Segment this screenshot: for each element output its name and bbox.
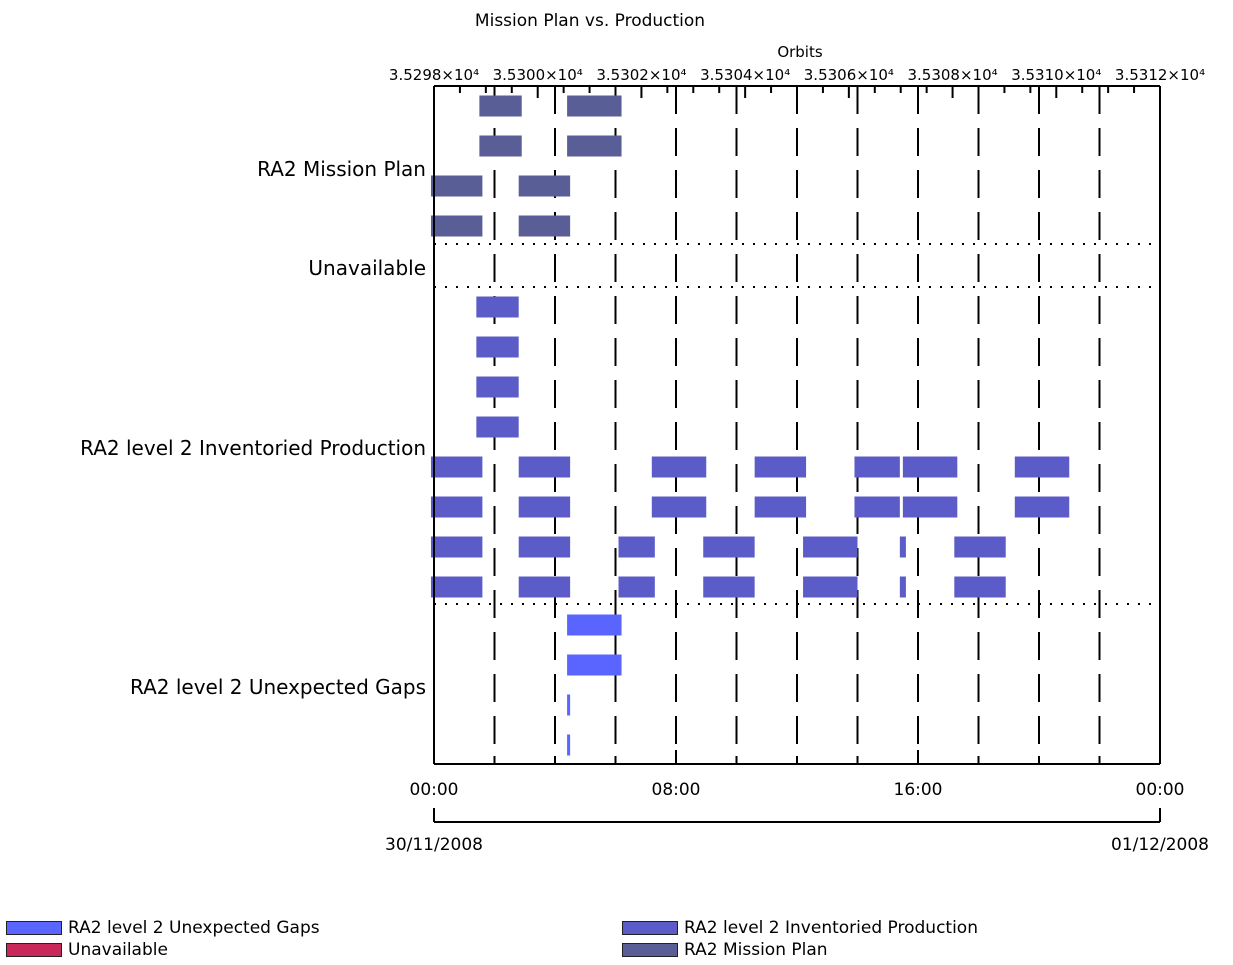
top-axis-label: Orbits	[777, 43, 823, 61]
bottom-tick-label: 00:00	[410, 780, 459, 800]
interval-bar	[430, 576, 483, 598]
interval-bar	[902, 496, 958, 518]
legend-swatch	[622, 921, 678, 935]
interval-bar	[430, 496, 483, 518]
interval-bar	[1014, 496, 1070, 518]
legend-swatch	[622, 943, 678, 957]
row-labels: RA2 Mission Plan Unavailable RA2 level 2 I…	[80, 157, 426, 699]
interval-bar	[476, 336, 519, 358]
interval-bar	[803, 536, 858, 558]
interval-bar	[518, 576, 571, 598]
row-label: Unavailable	[308, 256, 426, 280]
interval-bar	[518, 456, 571, 478]
chart-title: Mission Plan vs. Production	[475, 11, 705, 31]
interval-bar	[567, 135, 622, 157]
interval-bar	[618, 536, 655, 558]
interval-bar	[954, 576, 1006, 598]
interval-bar	[430, 536, 483, 558]
interval-bar	[854, 496, 900, 518]
legend-item-unexpected-gaps: RA2 level 2 Unexpected Gaps	[6, 918, 320, 938]
top-tick-label: 3.5298×10⁴	[389, 66, 479, 84]
top-tick-label: 3.5300×10⁴	[493, 66, 583, 84]
end-date-label: 01/12/2008	[1111, 835, 1209, 855]
interval-bar	[479, 95, 522, 117]
interval-bar	[902, 456, 958, 478]
top-tick-label: 3.5304×10⁴	[700, 66, 790, 84]
interval-bar	[651, 456, 707, 478]
interval-bars	[430, 95, 1070, 756]
legend-item-mission-plan: RA2 Mission Plan	[622, 940, 828, 960]
interval-bar	[430, 175, 483, 197]
top-tick-label: 3.5308×10⁴	[907, 66, 997, 84]
row-label: RA2 Mission Plan	[257, 157, 426, 181]
legend-label: RA2 level 2 Unexpected Gaps	[68, 918, 320, 938]
row-label: RA2 level 2 Unexpected Gaps	[130, 675, 426, 699]
legend-swatch	[6, 921, 62, 935]
interval-bar	[567, 734, 571, 756]
start-date-label: 30/11/2008	[385, 835, 483, 855]
legend-label: Unavailable	[68, 940, 168, 960]
interval-bar	[754, 456, 807, 478]
interval-bar	[567, 95, 622, 117]
interval-bar	[954, 536, 1006, 558]
top-tick-label: 3.5302×10⁴	[596, 66, 686, 84]
interval-bar	[476, 416, 519, 438]
top-tick-label: 3.5306×10⁴	[804, 66, 894, 84]
interval-bar	[1014, 456, 1070, 478]
legend-label: RA2 Mission Plan	[684, 940, 828, 960]
interval-bar	[567, 614, 622, 636]
interval-bar	[476, 376, 519, 398]
interval-bar	[854, 456, 900, 478]
interval-bar	[567, 694, 571, 716]
grid-lines	[434, 86, 1160, 764]
interval-bar	[618, 576, 655, 598]
bottom-axis-ticks: 00:00 08:00 16:00 00:00	[410, 750, 1185, 800]
interval-bar	[476, 296, 519, 318]
legend-swatch	[6, 943, 62, 957]
bottom-tick-label: 08:00	[652, 780, 701, 800]
top-tick-label: 3.5312×10⁴	[1115, 66, 1205, 84]
interval-bar	[518, 215, 571, 237]
interval-bar	[430, 215, 483, 237]
interval-bar	[479, 135, 522, 157]
bottom-tick-label: 16:00	[894, 780, 943, 800]
bottom-tick-label: 00:00	[1136, 780, 1185, 800]
top-tick-label: 3.5310×10⁴	[1011, 66, 1101, 84]
interval-bar	[518, 175, 571, 197]
legend-item-unavailable: Unavailable	[6, 940, 168, 960]
interval-bar	[430, 456, 483, 478]
legend-item-inventoried-production: RA2 level 2 Inventoried Production	[622, 918, 978, 938]
interval-bar	[899, 576, 906, 598]
interval-bar	[518, 536, 571, 558]
interval-bar	[518, 496, 571, 518]
interval-bar	[703, 576, 755, 598]
interval-bar	[803, 576, 858, 598]
interval-bar	[899, 536, 906, 558]
interval-bar	[754, 496, 807, 518]
interval-bar	[703, 536, 755, 558]
interval-bar	[651, 496, 707, 518]
top-axis-ticks: 3.5298×10⁴ 3.5300×10⁴ 3.5302×10⁴ 3.5304×10⁴…	[389, 66, 1205, 98]
legend-label: RA2 level 2 Inventoried Production	[684, 918, 978, 938]
interval-bar	[567, 654, 622, 676]
row-label: RA2 level 2 Inventoried Production	[80, 436, 426, 460]
